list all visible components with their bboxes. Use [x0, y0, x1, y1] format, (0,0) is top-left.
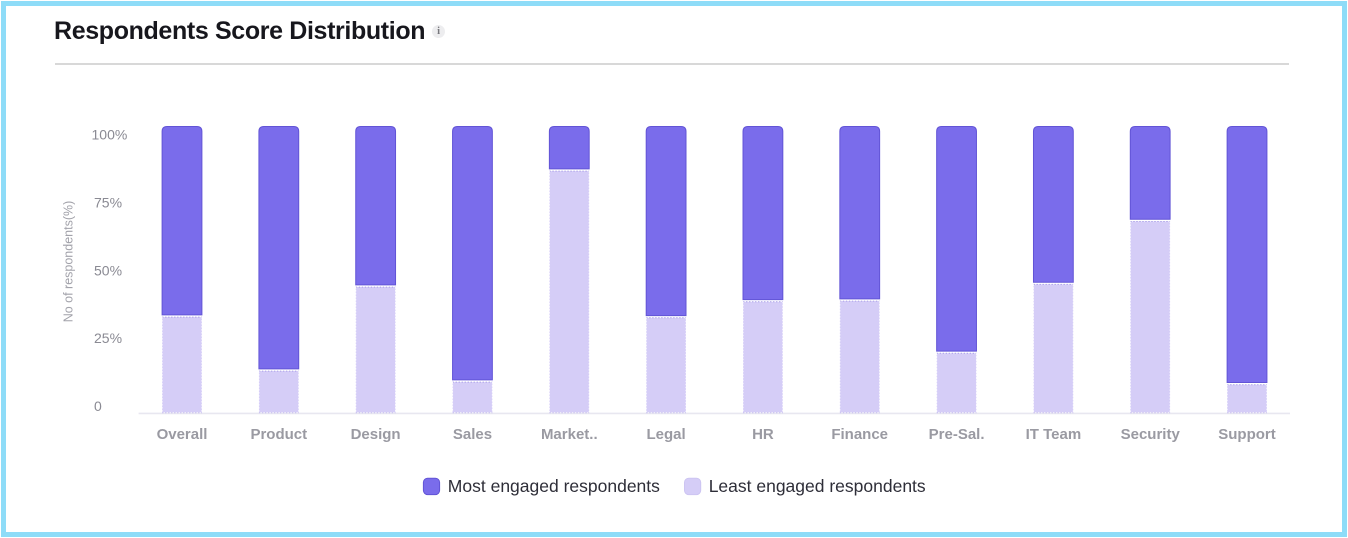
- svg-text:Legal: Legal: [647, 426, 686, 443]
- svg-text:75%: 75%: [94, 194, 122, 210]
- svg-text:Sales: Sales: [453, 426, 492, 443]
- svg-text:No of respondents(%): No of respondents(%): [61, 201, 75, 323]
- svg-text:Pre-Sal.: Pre-Sal.: [929, 426, 985, 443]
- svg-text:Product: Product: [250, 426, 307, 443]
- svg-text:0: 0: [94, 398, 102, 414]
- svg-text:Security: Security: [1121, 426, 1181, 443]
- svg-text:Support: Support: [1218, 426, 1276, 443]
- svg-text:HR: HR: [752, 426, 774, 443]
- svg-text:100%: 100%: [92, 126, 128, 142]
- svg-text:IT Team: IT Team: [1026, 426, 1082, 443]
- svg-text:Overall: Overall: [157, 426, 208, 443]
- svg-text:25%: 25%: [94, 330, 122, 346]
- svg-text:50%: 50%: [94, 262, 122, 278]
- svg-text:Least engaged respondents: Least engaged respondents: [709, 476, 926, 496]
- svg-text:Design: Design: [351, 426, 401, 443]
- svg-text:Market..: Market..: [541, 426, 598, 443]
- svg-text:Most engaged respondents: Most engaged respondents: [448, 476, 660, 496]
- svg-text:Finance: Finance: [831, 426, 888, 443]
